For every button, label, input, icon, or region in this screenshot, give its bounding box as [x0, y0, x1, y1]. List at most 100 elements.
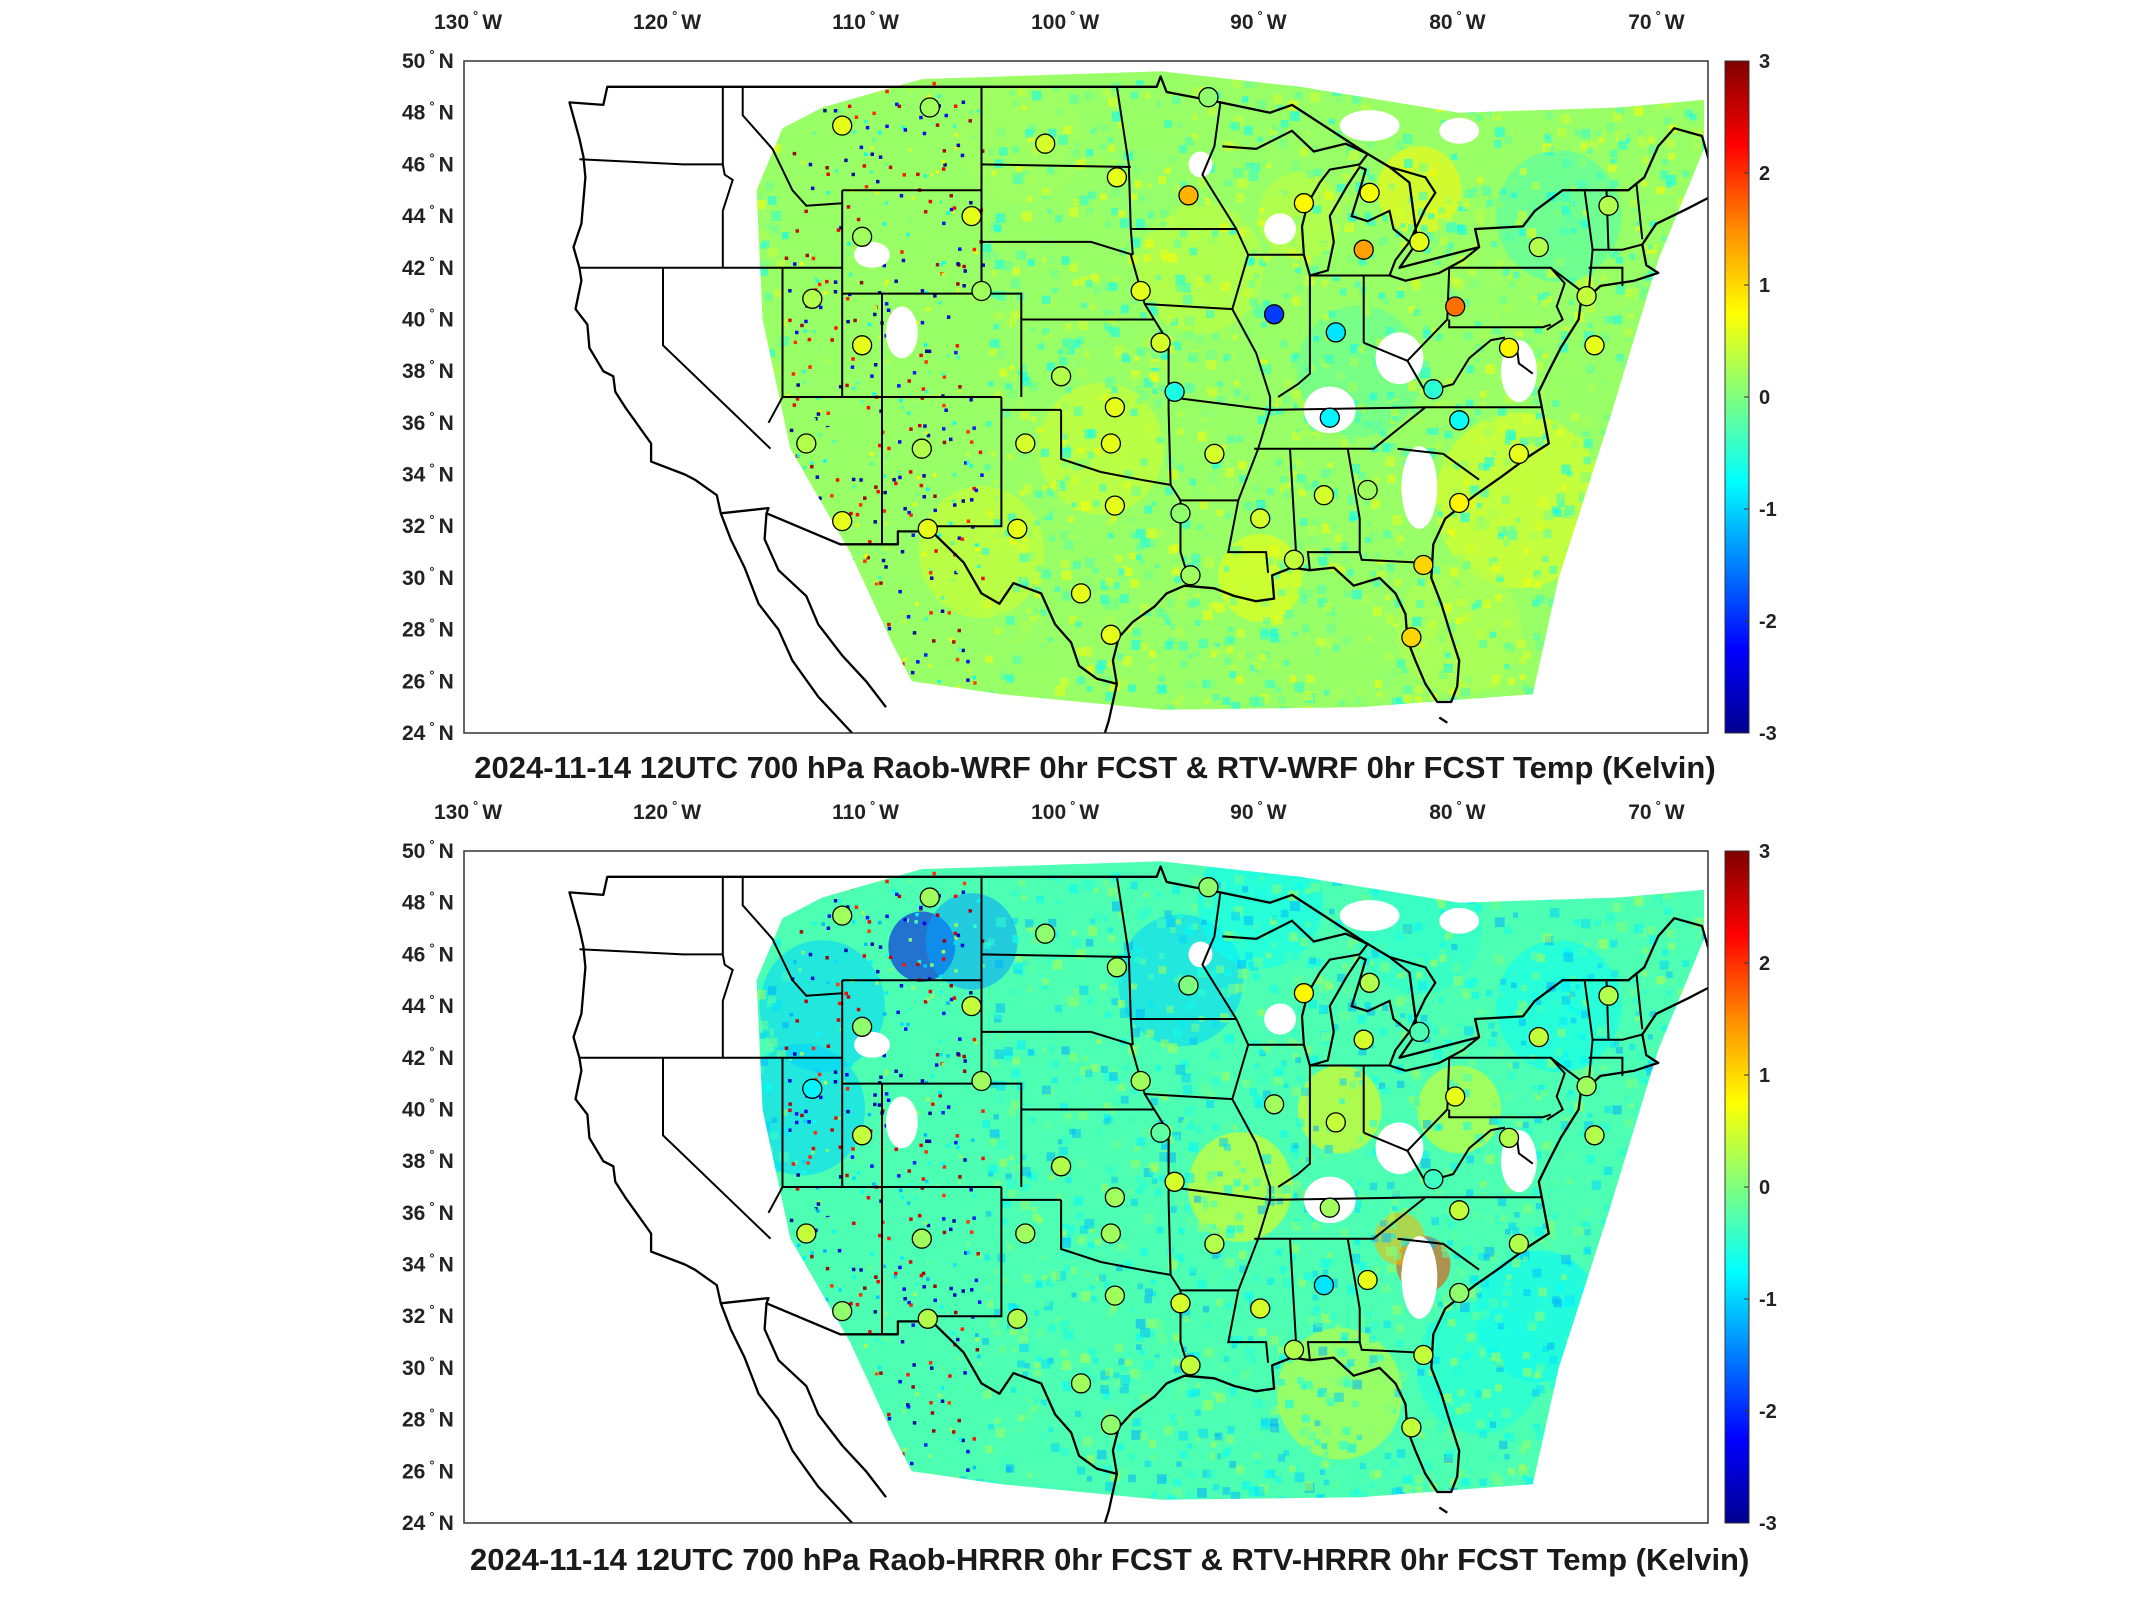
field-pixel [1135, 84, 1144, 94]
field-pixel [873, 520, 877, 524]
field-pixel [885, 89, 889, 94]
field-pixel [1035, 565, 1042, 572]
field-pixel [823, 459, 827, 463]
field-pixel [1160, 280, 1168, 289]
field-pixel [1300, 1384, 1307, 1390]
field-pixel [1413, 419, 1421, 427]
field-pixel [1479, 1191, 1488, 1200]
field-pixel [919, 483, 924, 488]
field-pixel [1106, 309, 1114, 317]
field-pixel [794, 370, 799, 374]
field-pixel [1355, 389, 1363, 397]
field-pixel [1489, 1298, 1499, 1308]
field-pixel [1504, 926, 1512, 935]
field-pixel [1206, 1100, 1215, 1108]
field-pixel [1028, 1341, 1037, 1350]
field-pixel [1538, 1287, 1548, 1297]
field-pixel [1121, 1190, 1129, 1197]
field-pixel [810, 186, 815, 191]
field-pixel [1018, 544, 1028, 555]
field-pixel [1244, 1121, 1251, 1128]
field-pixel [1100, 142, 1107, 150]
field-pixel [1024, 164, 1032, 172]
field-pixel [853, 318, 857, 323]
field-pixel [1012, 267, 1020, 275]
field-pixel [1151, 1178, 1158, 1185]
field-pixel [1586, 364, 1595, 374]
field-pixel [1350, 464, 1361, 474]
field-pixel [1485, 107, 1494, 117]
field-pixel [1136, 1175, 1143, 1183]
field-pixel [885, 124, 889, 129]
field-pixel [1418, 981, 1428, 991]
field-pixel [932, 1429, 936, 1433]
field-pixel [1462, 477, 1472, 487]
field-pixel [1431, 427, 1439, 436]
field-pixel [1140, 312, 1147, 318]
field-pixel [994, 159, 1004, 168]
field-pixel [1536, 1363, 1545, 1372]
field-pixel [1316, 638, 1325, 647]
field-pixel [923, 1133, 928, 1137]
field-pixel [1625, 334, 1632, 342]
field-pixel [1485, 364, 1495, 374]
field-pixel [1022, 211, 1033, 222]
field-pixel [906, 615, 911, 619]
field-pixel [788, 318, 792, 323]
field-pixel [1089, 304, 1096, 310]
field-pixel [942, 221, 946, 226]
field-pixel [1170, 624, 1177, 630]
field-pixel [1144, 505, 1152, 514]
field-pixel [1090, 1063, 1099, 1073]
field-pixel [1425, 630, 1433, 638]
field-pixel [851, 357, 855, 361]
field-pixel [1061, 459, 1071, 468]
field-pixel [985, 1445, 993, 1453]
field-pixel [884, 1072, 888, 1077]
field-pixel [887, 1412, 891, 1417]
field-pixel [844, 991, 848, 996]
field-pixel [1263, 1469, 1273, 1478]
field-pixel [873, 1095, 878, 1100]
field-pixel [851, 1147, 855, 1151]
field-pixel [942, 1193, 946, 1198]
field-pixel [1114, 345, 1124, 356]
field-pixel [1255, 1459, 1261, 1465]
field-pixel [1388, 1316, 1395, 1323]
field-pixel [1066, 534, 1074, 542]
field-pixel [1595, 920, 1603, 927]
field-pixel [1227, 435, 1236, 444]
field-pixel [985, 655, 993, 663]
field-pixel [1645, 128, 1656, 139]
field-pixel [836, 982, 840, 987]
field-pixel [1061, 401, 1070, 411]
raob-station-marker [1449, 492, 1470, 514]
top-panel-title: 2024-11-14 12UTC 700 hPa Raob-WRF 0hr FC… [474, 750, 1716, 785]
field-pixel [818, 496, 822, 500]
field-pixel [1366, 1007, 1376, 1016]
field-pixel [1228, 1299, 1234, 1305]
field-pixel [1021, 1368, 1027, 1374]
field-pixel [1194, 1409, 1201, 1416]
field-pixel [958, 1175, 962, 1179]
field-pixel [1617, 140, 1628, 150]
field-pixel [1040, 1295, 1051, 1306]
field-pixel [1068, 253, 1076, 260]
field-pixel [1527, 531, 1537, 541]
raob-station-marker [961, 205, 982, 227]
field-pixel [1219, 223, 1230, 233]
field-pixel [804, 319, 808, 324]
field-pixel [1337, 973, 1345, 982]
field-pixel [1011, 1100, 1020, 1109]
field-pixel [1061, 256, 1070, 265]
field-pixel [1587, 405, 1594, 412]
field-pixel [955, 1134, 960, 1138]
field-pixel [980, 939, 985, 943]
missing-data [1439, 117, 1480, 144]
field-pixel [1083, 351, 1090, 358]
field-pixel [1272, 125, 1278, 131]
field-pixel [1390, 1233, 1396, 1239]
field-pixel [1420, 1150, 1429, 1160]
field-pixel [1251, 249, 1258, 256]
field-pixel [1640, 977, 1650, 987]
